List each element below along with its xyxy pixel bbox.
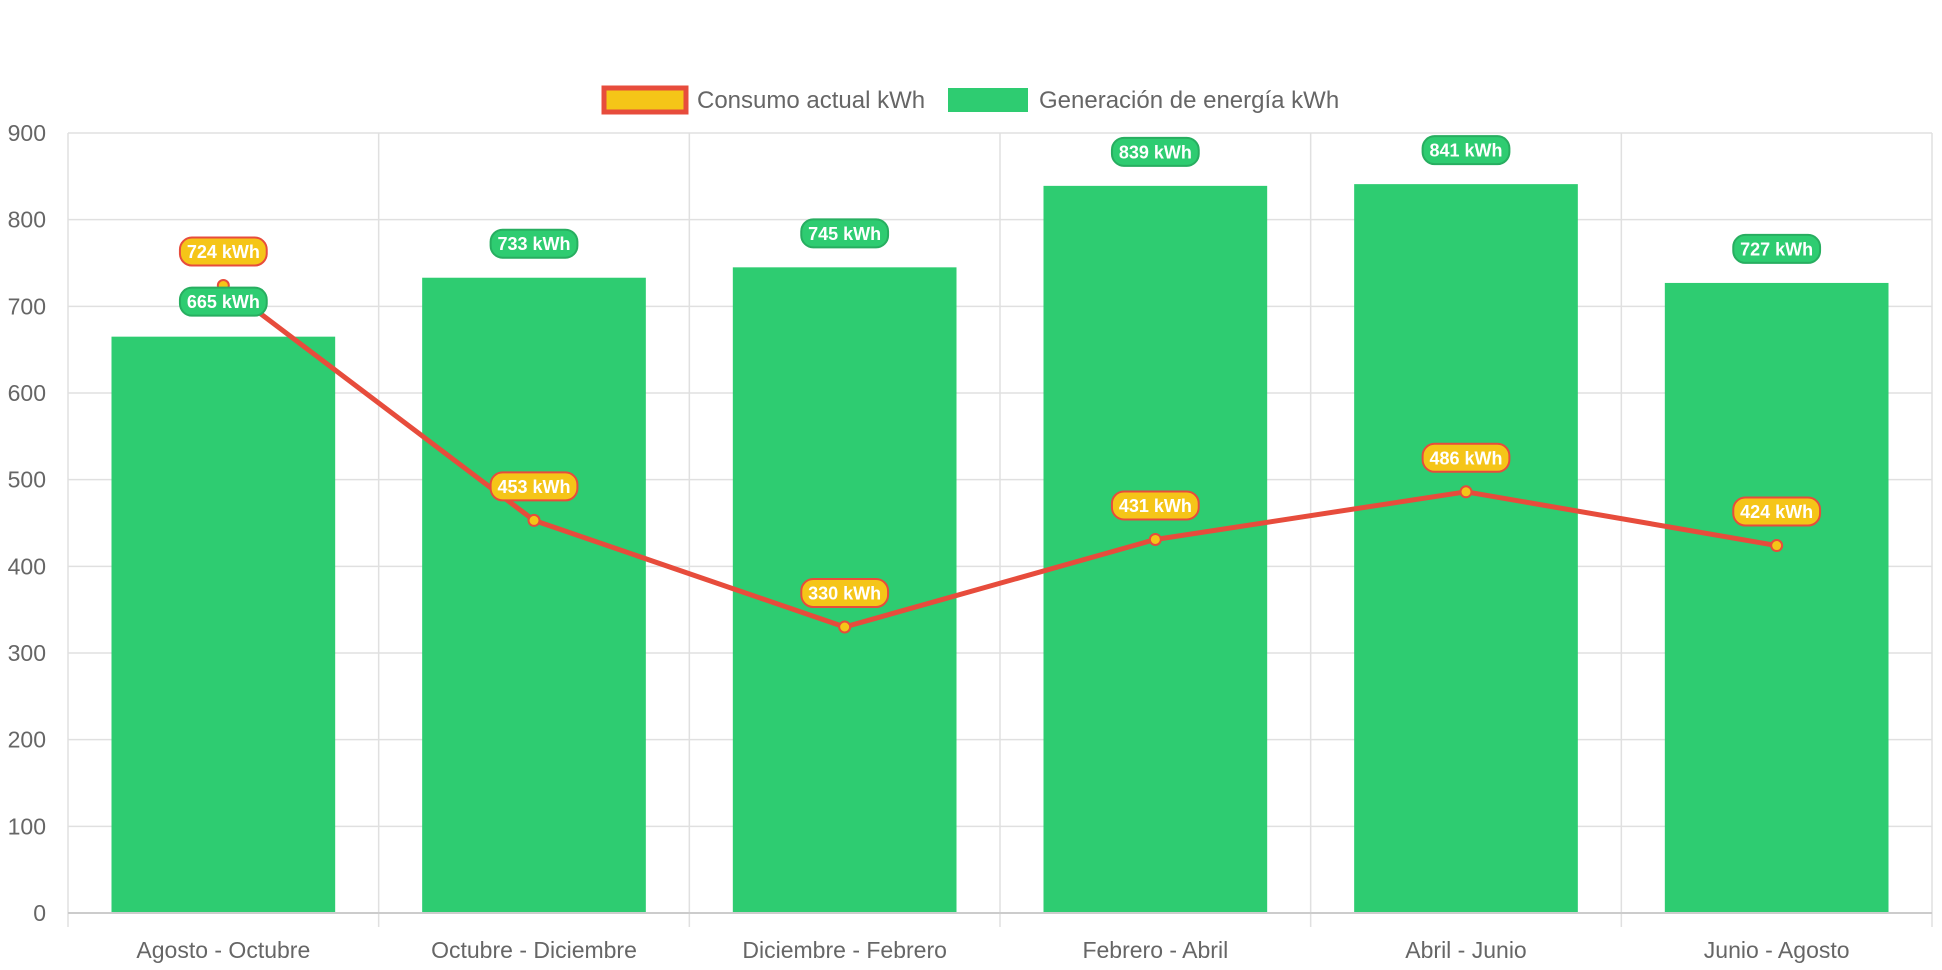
generation-data-label-bg: [489, 228, 579, 259]
consumption-data-label-text: 453 kWh: [497, 477, 570, 497]
consumption-point: [1459, 485, 1473, 499]
consumption-data-label: 431 kWh: [1110, 490, 1200, 521]
y-tick-label: 200: [8, 727, 46, 753]
consumption-point: [527, 513, 541, 527]
consumption-data-label: 330 kWh: [800, 578, 890, 608]
y-tick-label: 700: [8, 293, 46, 319]
y-tick-label: 400: [8, 553, 46, 579]
axes: 0 100 200 300 400 500 600 700 800 900 Agosto - Oct…: [8, 120, 1933, 963]
y-tick-label: 500: [8, 467, 46, 493]
generation-data-label: 733 kWh: [489, 228, 579, 259]
x-tick-label: Diciembre - Febrero: [742, 937, 947, 963]
generation-bar: [1354, 184, 1578, 914]
y-tick-label: 300: [8, 640, 46, 666]
consumption-point: [1770, 539, 1784, 553]
data-labels: 665 kWh 733 kWh 745 kWh 839 kWh 841 kWh 727 k…: [178, 135, 1822, 608]
consumption-point: [1148, 532, 1162, 546]
grid: [67, 132, 1933, 914]
generation-bar: [1664, 282, 1889, 913]
consumption-data-label-bg: [178, 236, 268, 267]
consumption-data-label-text: 424 kWh: [1740, 502, 1813, 522]
consumption-data-label: 453 kWh: [489, 471, 579, 502]
generation-data-label-text: 745 kWh: [808, 224, 881, 244]
generation-data-label-text: 665 kWh: [187, 292, 260, 312]
generation-data-label: 665 kWh: [178, 286, 268, 317]
y-tick-label: 600: [8, 380, 46, 406]
consumption-data-label-text: 431 kWh: [1119, 496, 1192, 516]
x-tick-label: Febrero - Abril: [1082, 937, 1228, 963]
x-tick-label: Agosto - Octubre: [136, 937, 310, 963]
legend: Consumo actual kWh Generación de energía …: [601, 85, 1339, 115]
consumption-data-label-bg: [1110, 490, 1200, 521]
generation-bar: [422, 277, 646, 913]
generation-data-label-text: 839 kWh: [1119, 142, 1192, 162]
legend-swatch-generation: [948, 88, 1028, 112]
consumption-data-label: 424 kWh: [1732, 496, 1822, 527]
consumption-data-label: 486 kWh: [1421, 442, 1511, 473]
consumption-data-label-text: 330 kWh: [808, 584, 881, 604]
consumption-data-label-bg: [1732, 496, 1822, 527]
x-tick-label: Octubre - Diciembre: [431, 937, 637, 963]
legend-label-generation: Generación de energía kWh: [1039, 87, 1339, 114]
consumption-point: [838, 620, 852, 634]
y-tick-label: 0: [33, 900, 46, 926]
y-tick-label: 900: [8, 120, 46, 146]
consumption-data-label-bg: [800, 578, 890, 608]
y-tick-label: 800: [8, 207, 46, 233]
generation-data-label: 727 kWh: [1732, 233, 1822, 264]
generation-bar: [111, 336, 336, 914]
generation-data-label-bg: [178, 286, 268, 317]
consumption-data-label-bg: [1421, 442, 1511, 473]
consumption-data-label: 724 kWh: [178, 236, 268, 267]
legend-swatch-consumption: [601, 85, 689, 115]
generation-data-label-text: 841 kWh: [1429, 141, 1502, 161]
generation-data-label: 745 kWh: [800, 218, 890, 249]
generation-bar: [1043, 185, 1268, 913]
generation-data-label-bg: [800, 218, 890, 249]
generation-data-label: 841 kWh: [1421, 135, 1511, 166]
x-tick-label: Abril - Junio: [1405, 937, 1526, 963]
generation-data-label-bg: [1110, 136, 1200, 167]
legend-label-consumption: Consumo actual kWh: [697, 87, 925, 114]
consumption-data-label-text: 486 kWh: [1429, 448, 1502, 468]
consumption-data-label-bg: [489, 471, 579, 502]
consumption-data-label-text: 724 kWh: [187, 242, 260, 262]
consumption-line-path: [220, 283, 1780, 630]
generation-data-label: 839 kWh: [1110, 136, 1200, 167]
x-tick-label: Junio - Agosto: [1704, 937, 1850, 963]
generation-data-label-text: 733 kWh: [497, 234, 570, 254]
generation-data-label-bg: [1732, 233, 1822, 264]
y-tick-label: 100: [8, 813, 46, 839]
generation-data-label-bg: [1421, 135, 1511, 166]
generation-data-label-text: 727 kWh: [1740, 239, 1813, 259]
